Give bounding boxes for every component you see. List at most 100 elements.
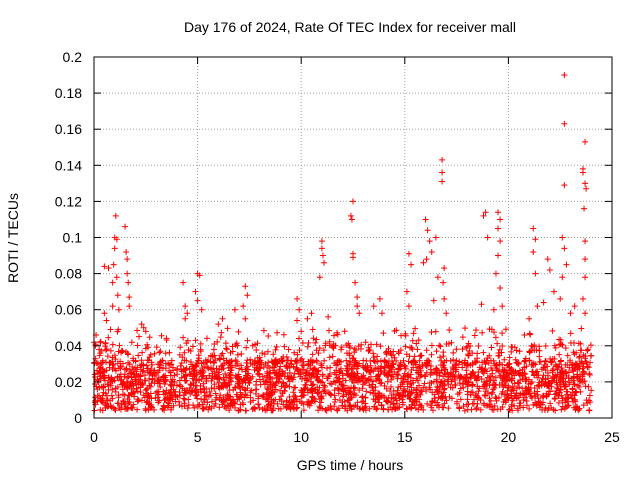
data-point xyxy=(489,389,496,396)
data-point xyxy=(339,402,346,409)
data-point xyxy=(417,367,424,374)
data-point xyxy=(528,342,535,349)
data-point xyxy=(326,338,333,345)
data-point xyxy=(506,376,513,383)
data-point xyxy=(331,369,338,376)
data-point xyxy=(156,349,163,356)
data-point xyxy=(434,384,441,391)
data-point xyxy=(522,357,529,364)
data-point xyxy=(445,340,452,347)
data-point xyxy=(437,343,444,350)
data-point xyxy=(479,365,486,372)
data-point xyxy=(508,390,515,397)
data-point xyxy=(429,389,436,396)
data-point xyxy=(100,384,107,391)
data-point xyxy=(123,365,130,372)
data-point xyxy=(410,330,417,337)
data-point xyxy=(582,353,589,360)
y-tick-labels: 0 0.02 0.04 0.06 0.08 0.1 0.12 0.14 0.16 0.18 0.2 xyxy=(55,49,82,426)
data-point xyxy=(336,397,343,404)
data-point xyxy=(117,377,124,384)
data-point xyxy=(109,395,116,402)
data-point xyxy=(413,393,420,400)
y-tick-label: 0.1 xyxy=(63,230,83,246)
data-point xyxy=(293,357,300,364)
data-point xyxy=(475,342,482,349)
data-point xyxy=(548,404,555,411)
data-point xyxy=(171,388,178,395)
data-point xyxy=(123,248,130,255)
data-point xyxy=(151,406,158,413)
data-point xyxy=(496,352,503,359)
data-point xyxy=(216,404,223,411)
data-point xyxy=(417,373,424,380)
data-point xyxy=(428,363,435,370)
data-point xyxy=(432,328,439,335)
data-point xyxy=(117,363,124,370)
data-point xyxy=(108,375,115,382)
data-point xyxy=(373,406,380,413)
data-point xyxy=(499,388,506,395)
data-point xyxy=(375,393,382,400)
data-point xyxy=(268,389,275,396)
data-point xyxy=(533,347,540,354)
data-point xyxy=(286,375,293,382)
data-point xyxy=(105,381,112,388)
data-point xyxy=(294,357,301,364)
data-point xyxy=(192,337,199,344)
data-point xyxy=(232,384,239,391)
data-point xyxy=(356,310,363,317)
data-point xyxy=(197,346,204,353)
data-point xyxy=(369,378,376,385)
data-point xyxy=(367,389,374,396)
data-point xyxy=(306,372,313,379)
data-point xyxy=(552,407,559,414)
data-point xyxy=(584,347,591,354)
data-point xyxy=(164,399,171,406)
data-point xyxy=(499,366,506,373)
data-point xyxy=(129,363,136,370)
data-point xyxy=(550,288,557,295)
data-point xyxy=(266,381,273,388)
x-tick-label: 15 xyxy=(397,429,413,445)
data-point xyxy=(480,212,487,219)
data-point xyxy=(465,352,472,359)
data-point xyxy=(103,346,110,353)
data-point xyxy=(314,377,321,384)
data-point xyxy=(314,371,321,378)
data-point xyxy=(272,346,279,353)
data-point xyxy=(378,363,385,370)
data-point xyxy=(242,387,249,394)
data-point xyxy=(299,392,306,399)
data-point xyxy=(557,358,564,365)
data-point xyxy=(428,351,435,358)
data-point xyxy=(182,377,189,384)
data-point xyxy=(546,266,553,273)
data-point xyxy=(526,348,533,355)
data-point xyxy=(146,382,153,389)
data-point xyxy=(309,351,316,358)
data-point xyxy=(115,348,122,355)
data-point xyxy=(351,349,358,356)
data-point xyxy=(569,389,576,396)
data-point xyxy=(307,378,314,385)
data-point xyxy=(185,396,192,403)
data-point xyxy=(446,393,453,400)
data-point xyxy=(306,387,313,394)
data-point xyxy=(213,365,220,372)
data-point xyxy=(544,256,551,263)
data-point xyxy=(201,389,208,396)
data-point xyxy=(579,359,586,366)
data-point xyxy=(450,349,457,356)
data-point xyxy=(566,381,573,388)
data-point xyxy=(519,373,526,380)
data-point xyxy=(301,362,308,369)
data-point xyxy=(151,367,158,374)
data-point xyxy=(459,346,466,353)
data-point xyxy=(168,361,175,368)
data-point xyxy=(561,182,568,189)
data-point xyxy=(313,358,320,365)
data-point xyxy=(580,371,587,378)
data-point xyxy=(556,389,563,396)
data-point xyxy=(277,363,284,370)
